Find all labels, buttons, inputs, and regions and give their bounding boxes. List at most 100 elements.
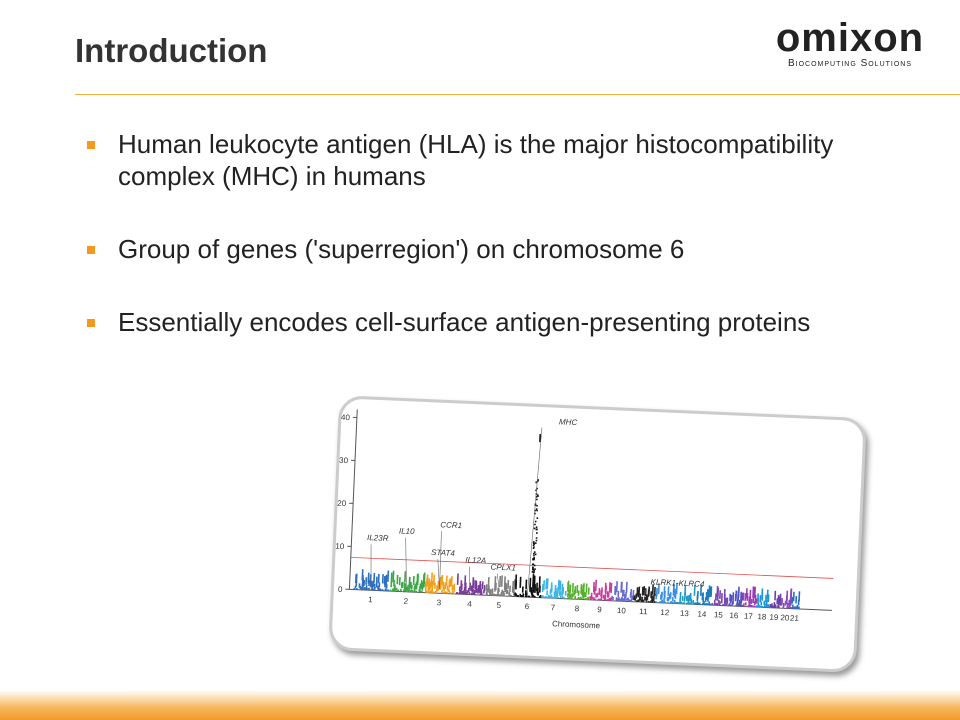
- plot-dot: [381, 574, 384, 584]
- plot-dot: [377, 585, 379, 590]
- plot-dot: [488, 588, 491, 593]
- plot-dot: [487, 577, 490, 588]
- plot-dot: [690, 602, 693, 605]
- plot-dot: [367, 575, 370, 584]
- plot-dot: [667, 596, 670, 601]
- gene-label: IL12A: [465, 555, 486, 565]
- plot-dot: [690, 598, 693, 603]
- logo-tagline: Biocomputing Solutions: [787, 58, 913, 69]
- title-rule: [75, 94, 960, 95]
- plot-dot: [737, 586, 740, 598]
- plot-dot: [356, 588, 358, 590]
- plot-dot: [623, 595, 626, 600]
- plot-dot: [663, 601, 666, 604]
- plot-dot: [413, 590, 416, 593]
- plot-dot: [687, 602, 690, 605]
- plot-dot: [443, 591, 446, 594]
- plot-dot: [427, 581, 430, 588]
- plot-dot: [608, 599, 610, 601]
- plot-dot: [514, 574, 518, 587]
- plot-dot: [373, 572, 376, 583]
- plot-dot: [449, 592, 452, 594]
- plot-dot: [587, 596, 589, 600]
- plot-dot: [419, 583, 422, 589]
- gene-pointer: [643, 588, 647, 599]
- plot-dot: [522, 593, 525, 597]
- plot-dot: [451, 591, 454, 594]
- plot-dot: [358, 583, 361, 588]
- plot-dot: [596, 592, 599, 598]
- plot-dot: [468, 591, 471, 595]
- bullet: Group of genes ('superregion') on chromo…: [85, 233, 905, 265]
- plot-dot: [657, 583, 660, 595]
- plot-dot: [576, 584, 579, 594]
- y-tick-label: 40: [341, 413, 351, 422]
- plot-dot: [499, 575, 502, 588]
- plot-dot: [722, 603, 724, 606]
- plot-dot: [795, 606, 797, 609]
- plot-dot: [788, 600, 791, 606]
- plot-dot: [723, 589, 726, 599]
- chromosome-label: 7: [550, 603, 555, 612]
- plot-dot: [559, 591, 562, 596]
- plot-dot: [767, 606, 770, 608]
- plot-dot: [430, 572, 433, 584]
- plot-dot: [380, 589, 382, 591]
- plot-dot: [491, 588, 494, 593]
- gene-pointer: [437, 559, 440, 590]
- plot-dot: [541, 584, 544, 592]
- plot-dot: [439, 576, 442, 587]
- plot-dot: [481, 581, 484, 590]
- plot-dot: [397, 589, 400, 592]
- plot-dot: [641, 596, 643, 601]
- plot-dot: [719, 590, 722, 599]
- plot-dot: [681, 595, 684, 601]
- plot-dot: [390, 572, 393, 583]
- plot-dot: [475, 582, 478, 590]
- plot-dot: [533, 564, 536, 567]
- plot-dot: [363, 587, 366, 590]
- plot-dot: [416, 575, 419, 586]
- plot-dot: [361, 575, 364, 584]
- plot-dot: [564, 590, 567, 596]
- plot-dot: [525, 595, 527, 598]
- plot-dot: [428, 588, 430, 592]
- plot-dot: [525, 579, 528, 590]
- plot-dot: [620, 581, 623, 593]
- plot-dot: [759, 595, 762, 603]
- plot-dot: [570, 593, 572, 598]
- plot-dot: [668, 593, 671, 600]
- y-tick-label: 20: [337, 499, 347, 508]
- plot-dot: [536, 517, 539, 519]
- plot-dot: [411, 590, 413, 593]
- plot-dot: [485, 591, 488, 595]
- plot-dot: [740, 604, 743, 607]
- plot-dot: [795, 595, 798, 604]
- plot-dot: [675, 582, 678, 595]
- plot-dot: [510, 594, 512, 597]
- plot-dot: [767, 594, 770, 603]
- plot-dot: [678, 602, 680, 604]
- plot-dot: [732, 592, 735, 601]
- plot-dot: [754, 605, 756, 608]
- plot-dot: [473, 589, 476, 594]
- plot-dot: [533, 527, 536, 530]
- chromosome-label: 2: [403, 597, 408, 606]
- plot-dot: [778, 606, 780, 609]
- plot-dot: [529, 577, 532, 589]
- plot-dot: [445, 575, 448, 586]
- plot-dot: [676, 602, 679, 604]
- plot-dot: [754, 594, 757, 603]
- plot-dot: [377, 573, 380, 584]
- plot-dot: [747, 605, 750, 607]
- plot-dot: [593, 598, 595, 601]
- plot-dot: [508, 591, 511, 595]
- plot-dot: [387, 570, 390, 582]
- plot-dot: [408, 584, 411, 590]
- plot-dot: [581, 592, 584, 598]
- plot-dot: [568, 589, 571, 596]
- plot-dot: [573, 589, 576, 596]
- plot-dot: [567, 593, 569, 597]
- plot-dot: [689, 592, 692, 600]
- plot-dot: [679, 598, 682, 602]
